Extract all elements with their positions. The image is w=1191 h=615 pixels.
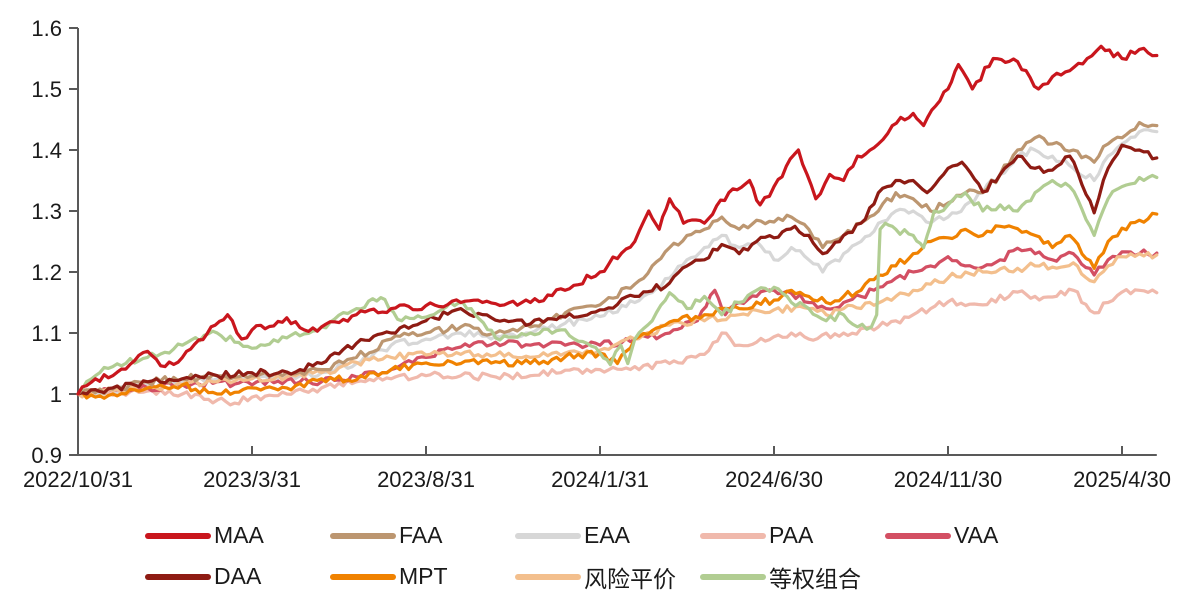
legend-swatch-MAA	[145, 532, 211, 539]
series-line-PAA	[76, 287, 1159, 407]
y-tick-label: 1.6	[31, 16, 62, 41]
y-tick-label: 1.1	[31, 321, 62, 346]
legend-label: 风险平价	[584, 565, 676, 592]
legend-item-VAA: VAA	[885, 522, 1070, 549]
x-tick-label: 2024/11/30	[894, 467, 1002, 492]
legend-item-EAA: EAA	[515, 522, 700, 549]
series-line-等权组合	[76, 173, 1159, 396]
legend-label: 等权组合	[769, 565, 861, 592]
legend-item-风险平价: 风险平价	[515, 560, 700, 594]
nav-line-chart: 0.9 1 1.1 1.2 1.3 1.4 1.5 1.6 2022/10/31 2023/3/3…	[23, 16, 1171, 492]
legend-item-DAA: DAA	[145, 563, 330, 590]
legend-item-PAA: PAA	[700, 522, 885, 549]
y-tick-label: 0.9	[31, 443, 62, 468]
x-tick-label: 2024/6/30	[725, 467, 823, 492]
legend-item-FAA: FAA	[330, 522, 515, 549]
legend-swatch-MPT	[330, 573, 396, 580]
legend-swatch-VAA	[885, 532, 951, 539]
y-tick-label: 1	[50, 382, 62, 407]
legend-label: PAA	[769, 522, 814, 548]
legend-swatch-PAA	[700, 532, 766, 539]
series-line-MPT	[76, 211, 1159, 400]
legend-swatch-DAA	[145, 573, 211, 580]
x-tick-label: 2023/8/31	[377, 467, 475, 492]
legend-label: EAA	[584, 522, 631, 548]
legend-row: DAA MPT 风险平价 等权组合	[145, 556, 1191, 597]
legend-label: VAA	[954, 522, 999, 548]
x-tick-label: 2024/1/31	[551, 467, 649, 492]
legend-swatch-风险平价	[515, 573, 581, 580]
x-tick-label: 2025/4/30	[1073, 467, 1171, 492]
legend-item-等权组合: 等权组合	[700, 560, 885, 594]
legend-item-MPT: MPT	[330, 563, 515, 590]
y-tick-label: 1.4	[31, 138, 62, 163]
x-tick-label: 2022/10/31	[23, 467, 133, 492]
legend-swatch-等权组合	[700, 573, 766, 580]
legend-label: DAA	[214, 563, 262, 589]
series-line-MAA	[76, 44, 1159, 396]
legend-label: MPT	[399, 563, 448, 589]
series-line-风险平价	[76, 251, 1159, 399]
y-tick-label: 1.2	[31, 260, 62, 285]
series-line-DAA	[76, 143, 1159, 396]
legend-swatch-EAA	[515, 532, 581, 539]
y-tick-label: 1.3	[31, 199, 62, 224]
legend-label: FAA	[399, 522, 443, 548]
legend-swatch-FAA	[330, 532, 396, 539]
legend-item-MAA: MAA	[145, 522, 330, 549]
legend-row: MAA FAA EAA PAA VAA	[145, 515, 1191, 556]
legend-label: MAA	[214, 522, 264, 548]
chart-legend: MAA FAA EAA PAA VAA DAA MPT 风险平价 等权组合	[0, 515, 1191, 597]
x-tick-label: 2023/3/31	[203, 467, 301, 492]
y-tick-label: 1.5	[31, 77, 62, 102]
